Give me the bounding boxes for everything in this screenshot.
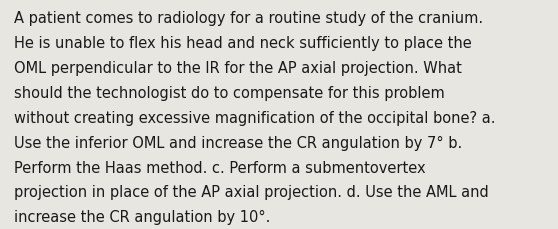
Text: increase the CR angulation by 10°.: increase the CR angulation by 10°. <box>14 209 270 224</box>
Text: Use the inferior OML and increase the CR angulation by 7° b.: Use the inferior OML and increase the CR… <box>14 135 462 150</box>
Text: should the technologist do to compensate for this problem: should the technologist do to compensate… <box>14 86 445 101</box>
Text: without creating excessive magnification of the occipital bone? a.: without creating excessive magnification… <box>14 110 496 125</box>
Text: Perform the Haas method. c. Perform a submentovertex: Perform the Haas method. c. Perform a su… <box>14 160 426 175</box>
Text: OML perpendicular to the IR for the AP axial projection. What: OML perpendicular to the IR for the AP a… <box>14 61 462 76</box>
Text: A patient comes to radiology for a routine study of the cranium.: A patient comes to radiology for a routi… <box>14 11 483 26</box>
Text: projection in place of the AP axial projection. d. Use the AML and: projection in place of the AP axial proj… <box>14 185 489 199</box>
Text: He is unable to flex his head and neck sufficiently to place the: He is unable to flex his head and neck s… <box>14 36 472 51</box>
